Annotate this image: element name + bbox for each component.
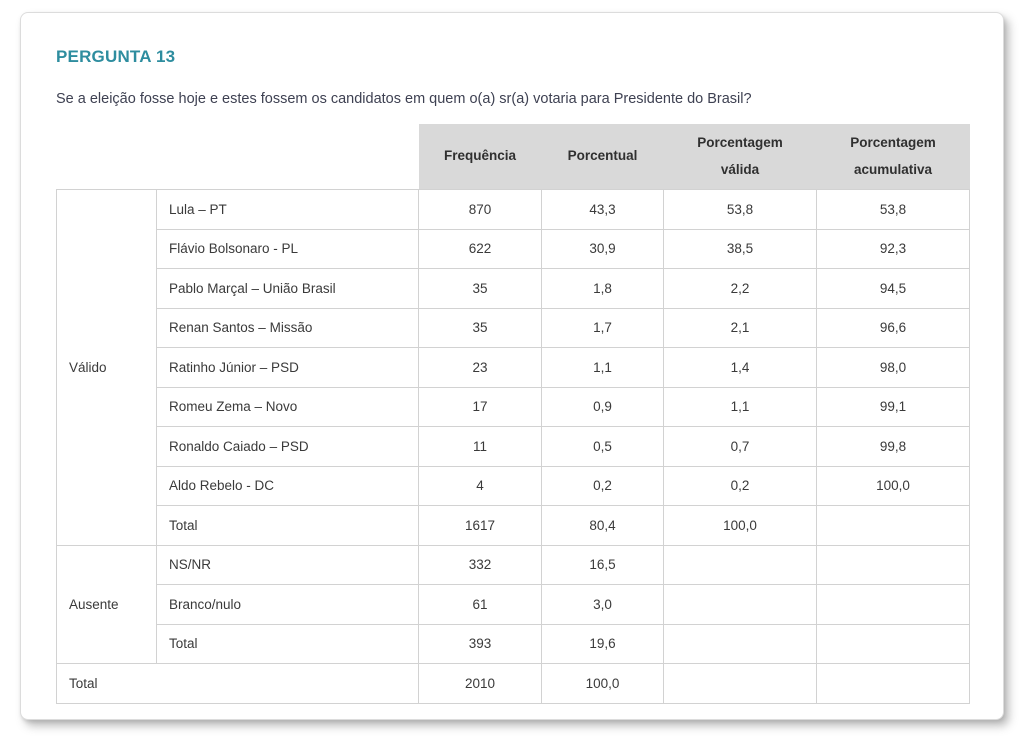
value-cell: 622	[418, 228, 542, 269]
value-cell	[816, 505, 970, 546]
value-cell: 96,6	[816, 307, 970, 348]
value-cell: 2,1	[663, 307, 817, 348]
value-cell: 80,4	[541, 505, 664, 546]
row-label-cell: Renan Santos – Missão	[156, 307, 419, 348]
value-cell: 1,1	[541, 347, 664, 388]
question-text: Se a eleição fosse hoje e estes fossem o…	[56, 91, 752, 107]
table-row: Romeu Zema – Novo 17 0,9 1,1 99,1	[57, 386, 970, 427]
table-row: Ausente NS/NR 332 16,5	[56, 544, 970, 664]
column-header-porcentagem-acumulativa: Porcentagem acumulativa	[816, 124, 970, 190]
value-cell: 92,3	[816, 228, 970, 269]
value-cell: 53,8	[816, 189, 970, 230]
table-header-row: Frequência Porcentual Porcentagem válida…	[57, 124, 970, 190]
value-cell: 0,5	[541, 426, 664, 467]
value-cell: 0,9	[541, 386, 664, 427]
value-cell: 2,2	[663, 268, 817, 309]
column-header-porcentagem-valida: Porcentagem válida	[663, 124, 817, 190]
document-page: PERGUNTA 13 Se a eleição fosse hoje e es…	[20, 12, 1004, 720]
value-cell: 99,1	[816, 386, 970, 427]
value-cell: 38,5	[663, 228, 817, 269]
value-cell: 1,7	[541, 307, 664, 348]
column-header-frequencia: Frequência	[418, 124, 542, 190]
row-label-cell: Branco/nulo	[156, 584, 419, 625]
empty-header-cell	[57, 124, 419, 190]
value-cell: 94,5	[816, 268, 970, 309]
table-row: Flávio Bolsonaro - PL 622 30,9 38,5 92,3	[57, 228, 970, 269]
value-cell: 1617	[418, 505, 542, 546]
table-row: Renan Santos – Missão 35 1,7 2,1 96,6	[57, 307, 970, 348]
value-cell: 100,0	[541, 663, 664, 704]
column-header-porcentual: Porcentual	[541, 124, 664, 190]
value-cell: 1,8	[541, 268, 664, 309]
value-cell: 61	[418, 584, 542, 625]
value-cell: 0,2	[541, 465, 664, 506]
value-cell: 0,7	[663, 426, 817, 467]
value-cell	[816, 663, 970, 704]
group-label-cell: Ausente	[56, 544, 157, 664]
question-number-heading: PERGUNTA 13	[56, 47, 176, 66]
row-label-cell: Ratinho Júnior – PSD	[156, 347, 419, 388]
value-cell: 332	[418, 544, 542, 585]
value-cell: 11	[418, 426, 542, 467]
value-cell: 99,8	[816, 426, 970, 467]
value-cell: 35	[418, 268, 542, 309]
table-row: Branco/nulo 61 3,0	[57, 584, 970, 625]
value-cell	[816, 584, 970, 625]
value-cell	[663, 544, 817, 585]
row-label-cell: Ronaldo Caiado – PSD	[156, 426, 419, 467]
table-row: Ratinho Júnior – PSD 23 1,1 1,4 98,0	[57, 347, 970, 388]
value-cell: 2010	[418, 663, 542, 704]
value-cell: 4	[418, 465, 542, 506]
table-row: Pablo Marçal – União Brasil 35 1,8 2,2 94,5	[57, 268, 970, 309]
table-body: Válido Lula – PT 870 43,3 53,8 53,8 Flávio Bol…	[56, 189, 970, 704]
grand-total-label-cell: Total	[56, 663, 419, 704]
value-cell: 16,5	[541, 544, 664, 585]
row-label-cell: Aldo Rebelo - DC	[156, 465, 419, 506]
value-cell: 43,3	[541, 189, 664, 230]
value-cell: 53,8	[663, 189, 817, 230]
table-row: Total 393 19,6	[57, 623, 970, 664]
value-cell: 1,1	[663, 386, 817, 427]
value-cell: 23	[418, 347, 542, 388]
value-cell: 100,0	[663, 505, 817, 546]
row-label-cell: Romeu Zema – Novo	[156, 386, 419, 427]
value-cell	[816, 544, 970, 585]
value-cell: 393	[418, 623, 542, 664]
value-cell: 98,0	[816, 347, 970, 388]
value-cell: 1,4	[663, 347, 817, 388]
value-cell: 19,6	[541, 623, 664, 664]
value-cell: 35	[418, 307, 542, 348]
frequency-table: Frequência Porcentual Porcentagem válida…	[56, 124, 970, 704]
value-cell	[663, 623, 817, 664]
row-label-cell: Pablo Marçal – União Brasil	[156, 268, 419, 309]
row-label-cell: Total	[156, 623, 419, 664]
group-label-cell: Válido	[56, 189, 157, 546]
value-cell	[816, 623, 970, 664]
row-label-cell: Flávio Bolsonaro - PL	[156, 228, 419, 269]
value-cell: 100,0	[816, 465, 970, 506]
table-row: Válido Lula – PT 870 43,3 53,8 53,8	[56, 189, 970, 546]
value-cell: 0,2	[663, 465, 817, 506]
value-cell: 3,0	[541, 584, 664, 625]
value-cell	[663, 584, 817, 625]
row-label-cell: Lula – PT	[156, 189, 419, 230]
value-cell: 870	[418, 189, 542, 230]
value-cell	[663, 663, 817, 704]
value-cell: 17	[418, 386, 542, 427]
table-row: Total 1617 80,4 100,0	[57, 505, 970, 546]
table-row: Aldo Rebelo - DC 4 0,2 0,2 100,0	[57, 465, 970, 506]
row-label-cell: NS/NR	[156, 544, 419, 585]
value-cell: 30,9	[541, 228, 664, 269]
table-row-grand-total: Total 2010 100,0	[56, 663, 970, 704]
table-row: Ronaldo Caiado – PSD 11 0,5 0,7 99,8	[57, 426, 970, 467]
row-label-cell: Total	[156, 505, 419, 546]
